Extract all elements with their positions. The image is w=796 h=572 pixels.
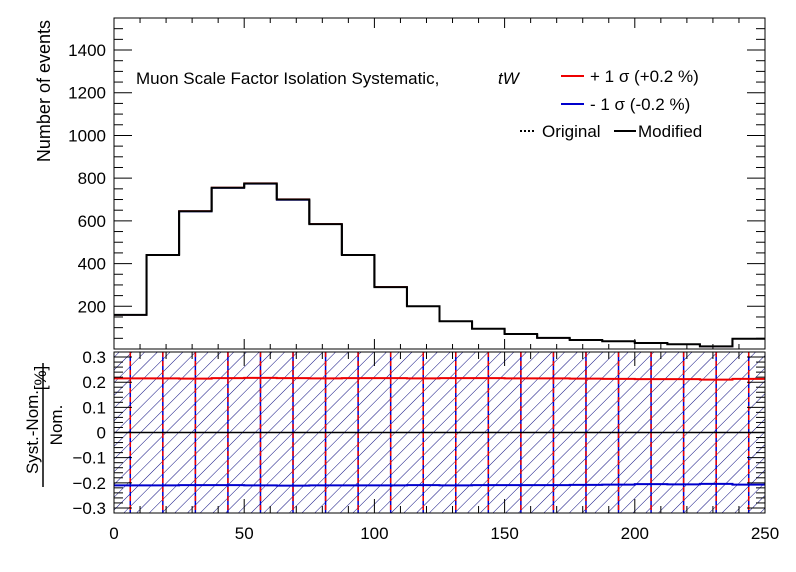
x-tick-label: 200 (621, 524, 649, 543)
chart-title: Muon Scale Factor Isolation Systematic, (136, 69, 439, 88)
legend-down-label: - 1 σ (-0.2 %) (590, 95, 690, 114)
y-tick-label: 1400 (68, 41, 106, 60)
ratio-y-tick-label: 0.2 (82, 373, 106, 392)
y-tick-label: 1000 (68, 126, 106, 145)
y-tick-label: 800 (78, 169, 106, 188)
ratio-y-tick-label: 0 (97, 424, 106, 443)
legend-modified-label: Modified (638, 122, 702, 141)
legend: + 1 σ (+0.2 %) - 1 σ (-0.2 %) Original M… (520, 67, 702, 141)
y-tick-label: 400 (78, 255, 106, 274)
ratio-y-axis-label: Syst.-Nom. Nom. [%] (23, 363, 66, 487)
ratio-panel: −0.3 −0.2 −0.1 0 0.1 0.2 0.3 0 50 100 150 200 250 S… (23, 348, 779, 543)
ratio-y-tick-label: 0.1 (82, 398, 106, 417)
y-tick-label: 200 (78, 297, 106, 316)
ratio-up-line (114, 376, 765, 381)
legend-up-label: + 1 σ (+0.2 %) (590, 67, 699, 86)
ratio-y-tick-label: 0.3 (82, 348, 106, 367)
main-frame (113, 17, 766, 350)
y-axis-label: Number of events (34, 20, 54, 162)
x-tick-label: 150 (490, 524, 518, 543)
x-tick-label: 50 (235, 524, 254, 543)
legend-original-label: Original (542, 122, 601, 141)
ratio-ylabel-denominator: Nom. (47, 405, 66, 446)
ratio-y-tick-label: −0.2 (72, 474, 106, 493)
x-tick-label: 100 (360, 524, 388, 543)
ratio-y-tick-label: −0.3 (72, 499, 106, 518)
ratio-y-tick-label: −0.1 (72, 449, 106, 468)
x-tick-label: 250 (751, 524, 779, 543)
process-label: tW (498, 69, 521, 88)
ratio-ylabel-unit: [%] (31, 366, 50, 391)
ratio-ylabel-numerator: Syst.-Nom. (23, 390, 42, 474)
x-tick-label: 0 (109, 524, 118, 543)
main-histogram-panel: 200 400 600 800 1000 1200 1400 Number of event… (34, 17, 766, 350)
ratio-down-line (114, 482, 765, 487)
y-tick-label: 600 (78, 212, 106, 231)
y-tick-label: 1200 (68, 84, 106, 103)
